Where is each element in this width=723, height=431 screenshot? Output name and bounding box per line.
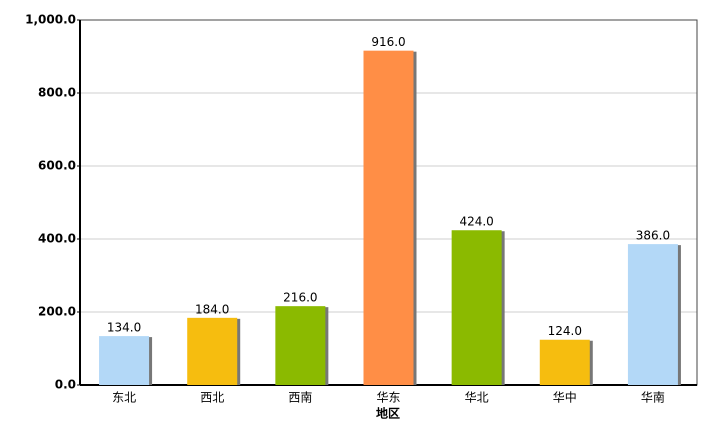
value-label: 386.0 (636, 229, 670, 243)
x-tick-label: 华南 (641, 390, 665, 405)
bar (539, 339, 590, 385)
x-tick-label: 西北 (200, 391, 224, 405)
value-label: 124.0 (548, 324, 582, 338)
value-label: 216.0 (283, 291, 317, 305)
bar (187, 317, 238, 385)
x-tick-label: 华中 (553, 390, 577, 405)
value-label: 424.0 (459, 215, 493, 229)
y-tick-label: 800.0 (38, 86, 76, 100)
bar (275, 306, 326, 385)
value-label: 916.0 (371, 35, 405, 49)
x-tick-label: 东北 (112, 391, 136, 405)
x-tick-label: 西南 (288, 390, 312, 405)
x-axis-label: 地区 (376, 406, 400, 421)
value-label: 184.0 (195, 302, 229, 316)
y-tick-label: 400.0 (38, 232, 76, 246)
bar (99, 336, 150, 385)
bar (627, 244, 678, 385)
x-tick-label: 华东 (376, 391, 400, 405)
value-label: 134.0 (107, 321, 141, 335)
y-tick-label: 1,000.0 (25, 13, 76, 27)
y-tick-label: 200.0 (38, 305, 76, 319)
y-tick-label: 600.0 (38, 159, 76, 173)
bar (451, 230, 502, 385)
x-tick-label: 华北 (465, 391, 489, 405)
bar (363, 50, 414, 385)
y-tick-label: 0.0 (55, 378, 76, 392)
